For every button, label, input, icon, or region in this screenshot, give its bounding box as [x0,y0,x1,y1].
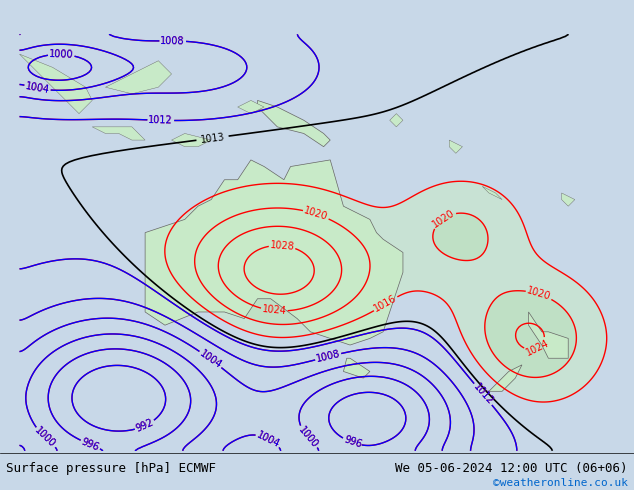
Text: 1013: 1013 [200,132,225,145]
Polygon shape [450,140,462,153]
Text: 996: 996 [342,435,363,450]
Polygon shape [390,114,403,127]
Text: 1020: 1020 [430,207,456,229]
Text: ©weatheronline.co.uk: ©weatheronline.co.uk [493,478,628,488]
Text: 1008: 1008 [160,36,185,46]
Text: 1016: 1016 [373,294,399,314]
Text: 1004: 1004 [198,348,223,370]
Polygon shape [344,358,370,378]
Text: 1000: 1000 [49,49,74,60]
Polygon shape [562,193,575,206]
Polygon shape [20,54,92,114]
Text: 992: 992 [134,417,155,434]
Text: 1000: 1000 [33,426,58,450]
Text: 1000: 1000 [33,426,58,450]
Text: 1020: 1020 [303,206,329,222]
Text: 1024: 1024 [261,304,287,317]
Text: 1024: 1024 [524,338,550,358]
Text: 1012: 1012 [471,382,495,407]
Text: We 05-06-2024 12:00 UTC (06+06): We 05-06-2024 12:00 UTC (06+06) [395,462,628,475]
Text: 1012: 1012 [471,382,495,407]
Text: 1000: 1000 [49,49,74,60]
Text: 1004: 1004 [25,81,50,96]
Text: 996: 996 [80,437,101,453]
Polygon shape [145,160,403,345]
Polygon shape [92,127,145,140]
Text: 992: 992 [134,417,155,434]
Text: 1012: 1012 [148,115,173,125]
Text: 1008: 1008 [160,36,185,46]
Text: 1008: 1008 [315,349,341,364]
Text: 1000: 1000 [296,425,320,450]
Polygon shape [257,100,330,147]
Polygon shape [489,365,522,392]
Text: 1008: 1008 [315,349,341,364]
Text: 1020: 1020 [526,286,552,302]
Text: 1004: 1004 [255,429,281,449]
Text: 1004: 1004 [255,429,281,449]
Text: 1004: 1004 [198,348,223,370]
Polygon shape [482,186,502,199]
Polygon shape [105,61,172,94]
Text: 1028: 1028 [269,240,295,251]
Text: 996: 996 [80,437,101,453]
Text: 1004: 1004 [25,81,50,96]
Polygon shape [172,133,211,147]
Text: 1000: 1000 [296,425,320,450]
Text: 1012: 1012 [148,115,173,125]
Polygon shape [529,312,568,358]
Text: Surface pressure [hPa] ECMWF: Surface pressure [hPa] ECMWF [6,462,216,475]
Polygon shape [238,100,264,114]
Text: 996: 996 [342,435,363,450]
